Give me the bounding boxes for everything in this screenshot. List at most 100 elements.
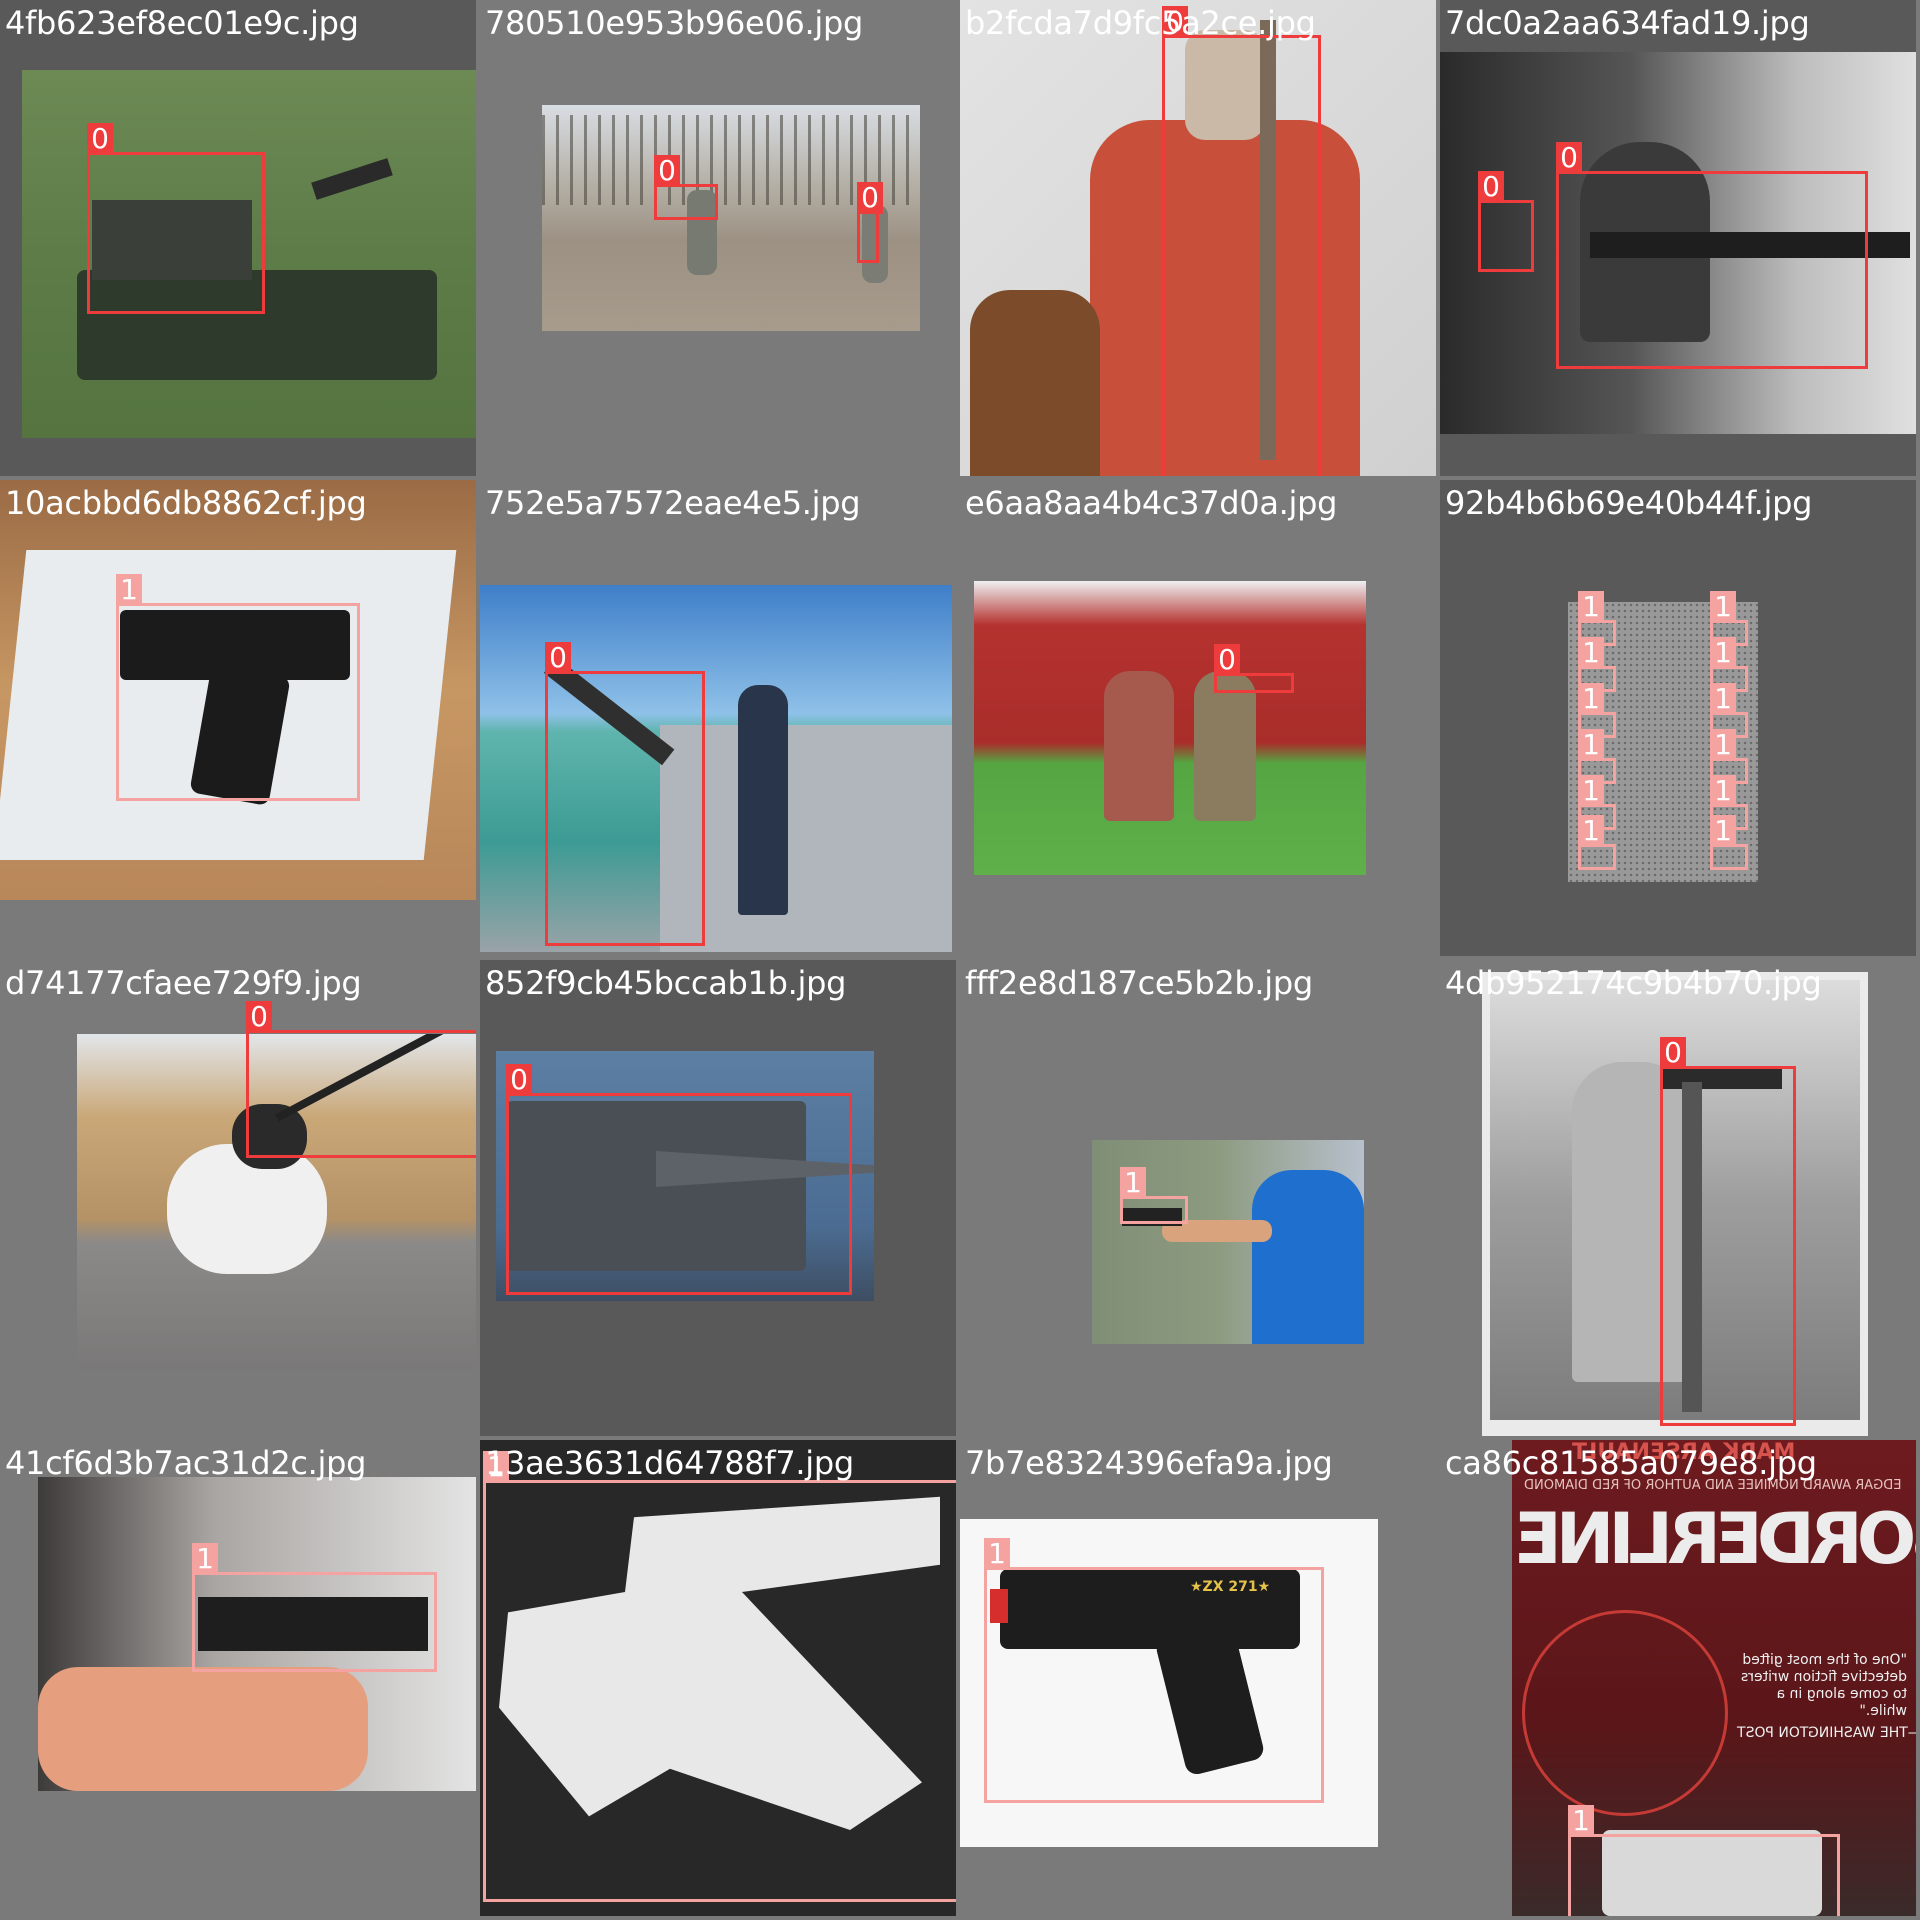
box-class-label: 1 — [116, 574, 142, 606]
soldier-shape — [687, 190, 717, 275]
box-class-label: 1 — [1578, 683, 1604, 715]
bounding-box: 1 — [1578, 815, 1616, 870]
bounding-box: 1 — [192, 1543, 437, 1672]
tile-image — [542, 105, 920, 331]
bounding-box: 1 — [1578, 729, 1616, 784]
pistol-shape — [1602, 1830, 1822, 1916]
tile: 4db952174c9b4b70.jpg 0 — [1440, 960, 1916, 1436]
box-class-label: 1 — [1710, 815, 1736, 847]
tile-filename: e6aa8aa4b4c37d0a.jpg — [965, 484, 1338, 522]
box-class-label: 1 — [1710, 637, 1736, 669]
arm-shape — [1162, 1220, 1272, 1242]
tile-filename: 752e5a7572eae4e5.jpg — [485, 484, 861, 522]
man-shape — [1572, 1062, 1692, 1382]
tile-image — [77, 1034, 476, 1370]
missile-shape — [311, 158, 393, 200]
bounding-box: 1 — [1120, 1167, 1188, 1224]
bounding-box: 0 — [1660, 1037, 1796, 1426]
tile-filename: 4db952174c9b4b70.jpg — [1445, 964, 1822, 1002]
horse-shape — [970, 290, 1100, 476]
box-class-label: 1 — [1578, 637, 1604, 669]
tile-filename: ca86c81585a079e8.jpg — [1445, 1444, 1817, 1482]
bounding-box: 0 — [1478, 171, 1534, 272]
tile: fff2e8d187ce5b2b.jpg 1 — [960, 960, 1436, 1436]
figure-shape — [1090, 120, 1360, 476]
knight-shape — [1104, 671, 1174, 821]
tile-filename: 4fb623ef8ec01e9c.jpg — [5, 4, 359, 42]
bounding-box: 1 — [1578, 591, 1616, 646]
box-class-label: 0 — [857, 182, 883, 214]
box-class-label: 1 — [1578, 815, 1604, 847]
bounding-box: 1 — [1710, 591, 1748, 646]
tile: ★ZX 271★ 7b7e8324396efa9a.jpg 1 — [960, 1440, 1436, 1916]
tile-image — [960, 0, 1436, 476]
crosshair-shape — [1522, 1610, 1728, 1816]
knight-shape — [1194, 671, 1256, 821]
headdress-shape — [1185, 30, 1265, 140]
tile-filename: 7b7e8324396efa9a.jpg — [965, 1444, 1333, 1482]
box-class-label: 0 — [1556, 142, 1582, 174]
box-class-label: 1 — [1710, 683, 1736, 715]
bounding-box: 0 — [506, 1064, 852, 1295]
deck-shape — [660, 725, 952, 952]
box-class-label: 1 — [483, 1451, 509, 1483]
post-shape — [1682, 1082, 1702, 1412]
box-class-label: 0 — [246, 1001, 272, 1033]
box-class-label: 0 — [1214, 644, 1240, 676]
tile-image — [0, 480, 476, 900]
bounding-box: 1 — [116, 574, 360, 801]
toy-marking: ★ZX 271★ — [1190, 1579, 1271, 1595]
tile: 4fb623ef8ec01e9c.jpg 0 — [0, 0, 476, 476]
tile-image — [1440, 52, 1916, 434]
box-class-label: 0 — [1478, 171, 1504, 203]
cover-quote-source: —THE WASHINGTON POST — [1737, 1725, 1916, 1741]
bounding-box: 1 — [1710, 815, 1748, 870]
bounding-box: 1 — [1578, 775, 1616, 830]
box-class-label: 1 — [1568, 1805, 1594, 1837]
tile: 41cf6d3b7ac31d2c.jpg 1 — [0, 1440, 476, 1916]
box-class-label: 0 — [87, 123, 113, 155]
rifle-shape — [1260, 20, 1276, 460]
tile: 10acbbd6db8862cf.jpg 1 — [0, 480, 476, 956]
tile: 13ae3631d64788f7.jpg 1 — [480, 1440, 956, 1916]
tile-image — [974, 581, 1366, 875]
box-class-label: 1 — [1578, 775, 1604, 807]
tile: 92b4b6b69e40b44f.jpg 1 1 1 1 1 1 1 1 1 1… — [1440, 480, 1916, 956]
box-class-label: 0 — [545, 642, 571, 674]
box-class-label: 1 — [1578, 729, 1604, 761]
tile: e6aa8aa4b4c37d0a.jpg 0 — [960, 480, 1436, 956]
tile: b2fcda7d9fc5a2ce.jpg 0 — [960, 0, 1436, 476]
box-class-label: 0 — [1660, 1037, 1686, 1069]
cover-title: BORDERLINE — [1520, 1498, 1916, 1580]
box-class-label: 1 — [1120, 1167, 1146, 1199]
tile-image — [1092, 1140, 1364, 1344]
bounding-box: 1 — [1710, 683, 1748, 738]
box-class-label: 1 — [1578, 591, 1604, 623]
toy-gun-shape — [1000, 1569, 1300, 1649]
bounding-box: 0 — [857, 182, 883, 263]
bounding-box: 1 — [1568, 1805, 1840, 1916]
dog-shape — [167, 1144, 327, 1274]
pistol-shape — [198, 1597, 428, 1651]
tile-filename: 10acbbd6db8862cf.jpg — [5, 484, 367, 522]
tile: d74177cfaee729f9.jpg 0 — [0, 960, 476, 1436]
bounding-box: 0 — [1556, 142, 1868, 369]
tile-image — [1482, 972, 1868, 1436]
tile-filename: b2fcda7d9fc5a2ce.jpg — [965, 4, 1316, 42]
tile: MARK ARSENAULT EDGAR AWARD NOMINEE AND A… — [1440, 1440, 1916, 1916]
sailor-shape — [738, 685, 788, 915]
vehicle-shape — [77, 270, 437, 380]
tile-filename: 7dc0a2aa634fad19.jpg — [1445, 4, 1810, 42]
launcher-shape — [92, 200, 252, 280]
tile-filename: 780510e953b96e06.jpg — [485, 4, 864, 42]
shooter-shape — [1252, 1170, 1364, 1344]
tile-filename: 92b4b6b69e40b44f.jpg — [1445, 484, 1813, 522]
bounding-box: 0 — [87, 123, 265, 314]
box-class-label: 1 — [984, 1538, 1010, 1570]
tile-filename: 41cf6d3b7ac31d2c.jpg — [5, 1444, 367, 1482]
box-class-label: 0 — [506, 1064, 532, 1096]
tile-filename: 13ae3631d64788f7.jpg — [485, 1444, 854, 1482]
bounding-box: 1 — [483, 1451, 956, 1902]
box-class-label: 1 — [1710, 729, 1736, 761]
